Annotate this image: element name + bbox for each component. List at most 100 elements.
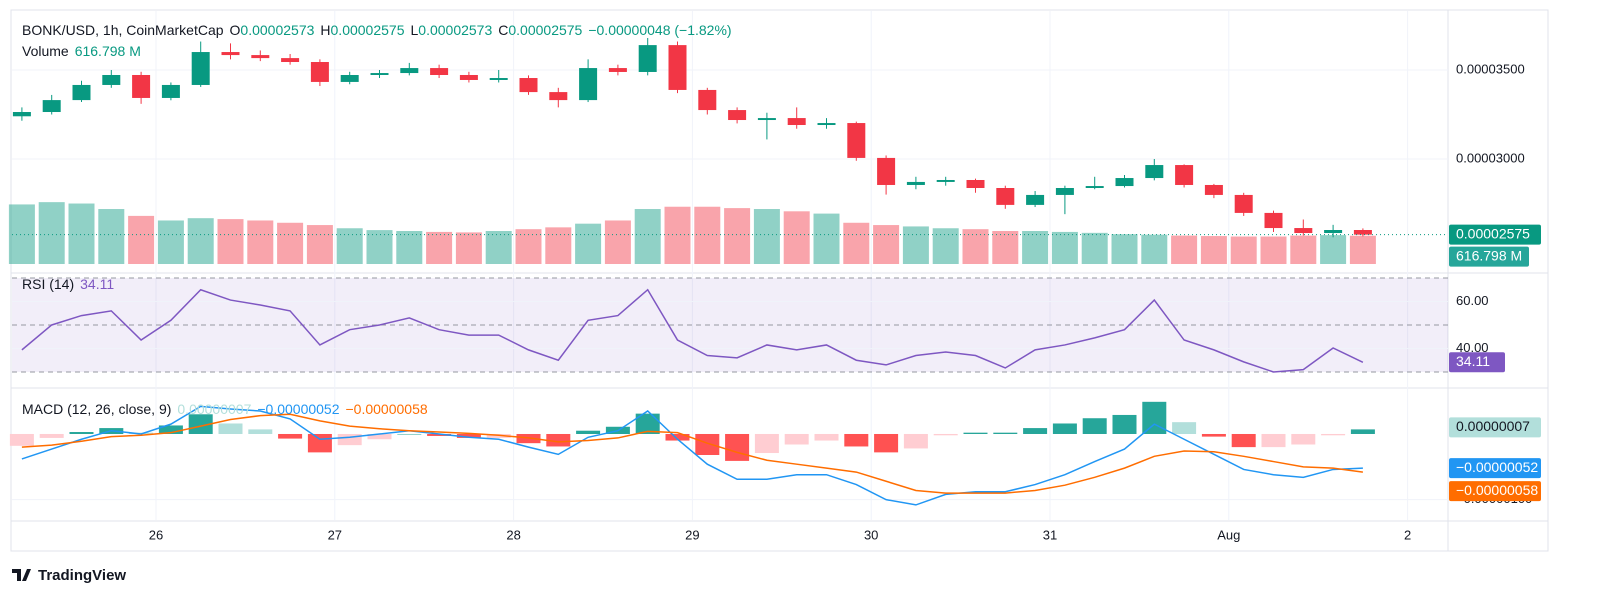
candle-body (191, 52, 210, 85)
macd-histogram-bar (576, 430, 601, 434)
candle-body (400, 68, 419, 74)
volume-bar (873, 225, 900, 264)
volume-bar (932, 228, 959, 264)
volume-bar (38, 202, 65, 264)
x-tick-label: 2 (1404, 527, 1411, 542)
rsi-line (21, 288, 1364, 373)
macd-histogram-bar (1201, 433, 1226, 437)
macd-tag-bg (1449, 458, 1541, 479)
volume-bar (1260, 236, 1287, 264)
macd-histogram-bar (367, 433, 392, 440)
volume-bar (247, 220, 274, 264)
macd-title: MACD (12, 26, close, 9) (22, 401, 171, 417)
rsi-title: RSI (14) (22, 276, 74, 292)
volume-bar (634, 209, 661, 264)
rsi-band (12, 277, 1448, 372)
candle-body (847, 123, 866, 158)
volume-bar (813, 213, 840, 264)
x-tick-label: 30 (864, 527, 878, 542)
candle-body (1085, 186, 1104, 189)
volume-bar (1200, 236, 1227, 264)
volume-bar (1230, 236, 1257, 264)
volume-bar (783, 211, 810, 264)
macd-histogram-bar (1112, 414, 1137, 434)
candle-body (221, 52, 240, 56)
volume-bar (575, 223, 602, 264)
macd-histogram-bar (1321, 433, 1346, 436)
candle-body (1175, 165, 1194, 185)
volume-bar (336, 228, 363, 264)
x-tick-label: 27 (328, 527, 342, 542)
logo-icon (12, 569, 31, 581)
x-tick-label: Aug (1217, 527, 1240, 542)
candle-body (906, 181, 925, 185)
candle-body (1026, 194, 1045, 205)
macd-histogram-bar (784, 433, 809, 445)
candle-body (281, 58, 300, 63)
macd-histogram-bar (188, 414, 213, 434)
volume-bar (68, 203, 95, 264)
candle-body (728, 110, 747, 121)
macd-histogram-bar (1231, 433, 1256, 448)
candle-body (549, 92, 568, 101)
macd-histogram-bar (9, 433, 34, 446)
macd-histogram-bar (337, 433, 362, 446)
volume-title: Volume (22, 43, 69, 59)
candle-body (1264, 212, 1283, 229)
symbol-title: BONK/USD, 1h, CoinMarketCap (22, 22, 224, 38)
candle-body (310, 62, 329, 82)
candle-body (42, 100, 61, 113)
macd-legend: MACD (12, 26, close, 9) 0.00000007 −0.0000… (22, 401, 428, 417)
volume-bar (664, 206, 691, 264)
volume-bar (1081, 232, 1108, 264)
volume-bar (455, 232, 482, 264)
macd-histogram-bar (635, 413, 660, 434)
c-value: 0.00002575 (508, 22, 582, 38)
histogram-tag: 0.00000007 (1456, 418, 1530, 434)
candle-body (430, 68, 449, 75)
volume-bar (217, 219, 244, 264)
candle-body (72, 84, 91, 101)
rsi-tag: 34.11 (1456, 353, 1490, 369)
volume-bar (902, 226, 929, 264)
x-tick-label: 29 (685, 527, 699, 542)
l-value: 0.00002573 (418, 22, 492, 38)
candle-body (877, 157, 896, 185)
candle-body (787, 118, 806, 126)
x-tick-label: 26 (149, 527, 163, 542)
macd-histogram-bar (1350, 429, 1375, 434)
macd-histogram-bar (39, 433, 64, 438)
candle-body (519, 78, 538, 93)
candle-body (608, 68, 627, 72)
candle-body (459, 74, 478, 80)
l-key: L (410, 22, 418, 38)
volume-bar (277, 222, 304, 264)
x-tick-label: 31 (1043, 527, 1057, 542)
candle-body (966, 179, 985, 189)
volume-tag-bg (1449, 246, 1529, 267)
signal-value: −0.00000058 (346, 401, 428, 417)
y-tick-label: 0.00003000 (1456, 150, 1525, 165)
candle-body (1115, 178, 1134, 187)
macd-histogram-bar (993, 432, 1018, 434)
volume-bar (187, 218, 214, 264)
macd-histogram-bar (1052, 423, 1077, 434)
macd-histogram-bar (903, 433, 928, 449)
volume-bar (753, 209, 780, 264)
x-tick-label: 28 (506, 527, 520, 542)
macd-histogram-bar (397, 433, 422, 435)
signal-tag: −0.00000058 (1456, 482, 1538, 498)
candle-body (936, 179, 955, 182)
volume-bar (1320, 235, 1347, 264)
candle-body (579, 68, 598, 101)
macd-histogram-bar (1082, 418, 1107, 434)
macd-histogram-bar (158, 425, 183, 434)
macd-value: −0.00000052 (257, 401, 339, 417)
candle-body (1324, 230, 1343, 234)
o-key: O (230, 22, 241, 38)
rsi-tag-bg (1449, 352, 1505, 373)
macd-histogram-bar (427, 433, 452, 436)
candle-body (996, 188, 1015, 205)
macd-histogram-bar (814, 433, 839, 441)
